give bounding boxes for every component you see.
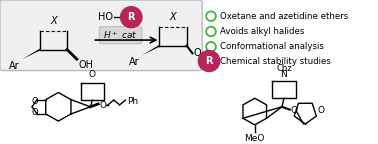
- Text: X: X: [170, 12, 177, 22]
- Circle shape: [206, 11, 216, 21]
- FancyBboxPatch shape: [0, 0, 202, 71]
- Text: MeO: MeO: [245, 134, 265, 143]
- Text: R: R: [205, 56, 213, 66]
- Text: Conformational analysis: Conformational analysis: [220, 42, 324, 51]
- Text: HO: HO: [98, 12, 113, 22]
- Text: O: O: [89, 70, 96, 79]
- Text: R: R: [127, 12, 135, 22]
- Text: Ar: Ar: [129, 57, 140, 67]
- Text: O: O: [32, 108, 38, 116]
- Text: O: O: [318, 106, 324, 115]
- Circle shape: [206, 42, 216, 52]
- Text: $H^+$ cat: $H^+$ cat: [103, 29, 138, 41]
- Text: O: O: [194, 48, 201, 58]
- Text: O: O: [99, 101, 106, 110]
- Text: OH: OH: [79, 60, 94, 70]
- Text: O: O: [291, 106, 298, 115]
- Polygon shape: [22, 49, 40, 59]
- Text: Oxetane and azetidine ethers: Oxetane and azetidine ethers: [220, 12, 348, 21]
- Circle shape: [121, 7, 142, 28]
- Text: X: X: [50, 16, 57, 26]
- Text: N: N: [280, 70, 287, 79]
- Circle shape: [206, 27, 216, 36]
- Polygon shape: [142, 45, 160, 55]
- Circle shape: [198, 51, 220, 72]
- Text: O: O: [32, 97, 38, 106]
- Text: Chemical stability studies: Chemical stability studies: [220, 57, 331, 67]
- Text: Avoids alkyl halides: Avoids alkyl halides: [220, 27, 304, 36]
- FancyBboxPatch shape: [99, 27, 142, 44]
- Text: Ph: Ph: [127, 97, 138, 106]
- Circle shape: [206, 57, 216, 67]
- Text: Ar: Ar: [9, 61, 19, 71]
- Text: Cbz: Cbz: [276, 64, 292, 73]
